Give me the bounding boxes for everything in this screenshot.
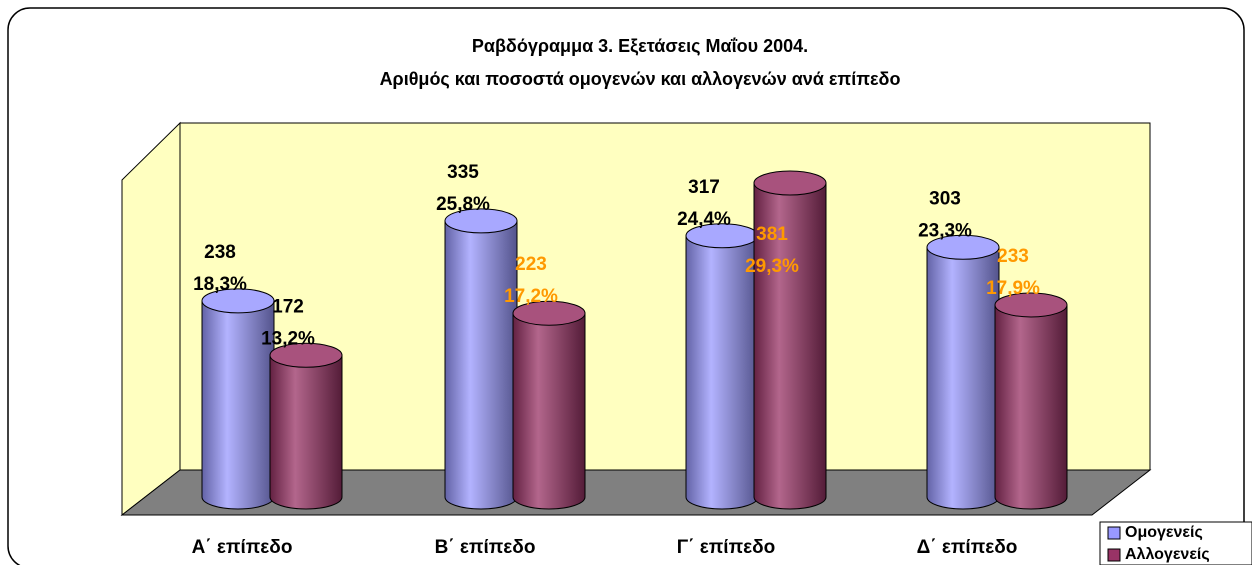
bar bbox=[444, 208, 518, 510]
data-label: 172 bbox=[272, 296, 304, 317]
data-label-share: 17,2% bbox=[504, 286, 558, 307]
x-tick-label: Β΄ επίπεδο bbox=[435, 537, 536, 558]
legend-swatch bbox=[1107, 526, 1121, 540]
bar-top bbox=[926, 234, 1000, 260]
data-label-share: 24,4% bbox=[677, 209, 731, 230]
data-label: 303 bbox=[929, 188, 961, 209]
chart-subtitle: Αριθμός και ποσοστά ομογενών και αλλογεν… bbox=[380, 69, 901, 89]
legend-swatch bbox=[1107, 548, 1121, 562]
side-wall bbox=[121, 121, 181, 517]
bar-top bbox=[512, 300, 586, 326]
legend-label: Ομογενείς bbox=[1125, 524, 1203, 541]
bar-body bbox=[994, 304, 1068, 510]
bar bbox=[926, 234, 1000, 510]
data-label-share: 25,8% bbox=[436, 194, 490, 215]
bar-top bbox=[753, 170, 827, 196]
legend-label: Αλλογενείς bbox=[1125, 546, 1210, 563]
x-tick-label: Δ΄ επίπεδο bbox=[917, 537, 1018, 558]
data-label-share: 18,3% bbox=[193, 274, 247, 295]
bar-top bbox=[994, 292, 1068, 318]
bar-top bbox=[444, 208, 518, 234]
data-label-share: 23,3% bbox=[918, 220, 972, 241]
x-tick-label: Α΄ επίπεδο bbox=[192, 537, 293, 558]
bar-body bbox=[444, 220, 518, 510]
bar bbox=[685, 223, 759, 510]
legend-box bbox=[1099, 521, 1252, 565]
data-label-share: 29,3% bbox=[745, 256, 799, 277]
bar bbox=[994, 292, 1068, 510]
bar bbox=[512, 300, 586, 510]
data-label-share: 13,2% bbox=[261, 328, 315, 349]
chart-title: Ραβδόγραμμα 3. Εξετάσεις Μαΐου 2004. bbox=[472, 36, 808, 57]
data-label-share: 17,9% bbox=[986, 278, 1040, 299]
data-label: 223 bbox=[515, 254, 547, 275]
bar-body bbox=[512, 312, 586, 510]
bar-top bbox=[269, 342, 343, 368]
data-label: 233 bbox=[997, 246, 1029, 267]
floor bbox=[120, 469, 1152, 516]
bar-top bbox=[201, 288, 275, 314]
bar bbox=[753, 170, 827, 510]
bar bbox=[269, 342, 343, 510]
data-label: 317 bbox=[688, 177, 720, 198]
bar-body bbox=[269, 354, 343, 510]
bar-body bbox=[753, 182, 827, 510]
x-tick-label: Γ΄ επίπεδο bbox=[677, 537, 776, 558]
bar bbox=[201, 288, 275, 510]
data-label: 381 bbox=[756, 224, 788, 245]
data-label: 238 bbox=[204, 242, 236, 263]
data-label: 335 bbox=[447, 162, 479, 183]
